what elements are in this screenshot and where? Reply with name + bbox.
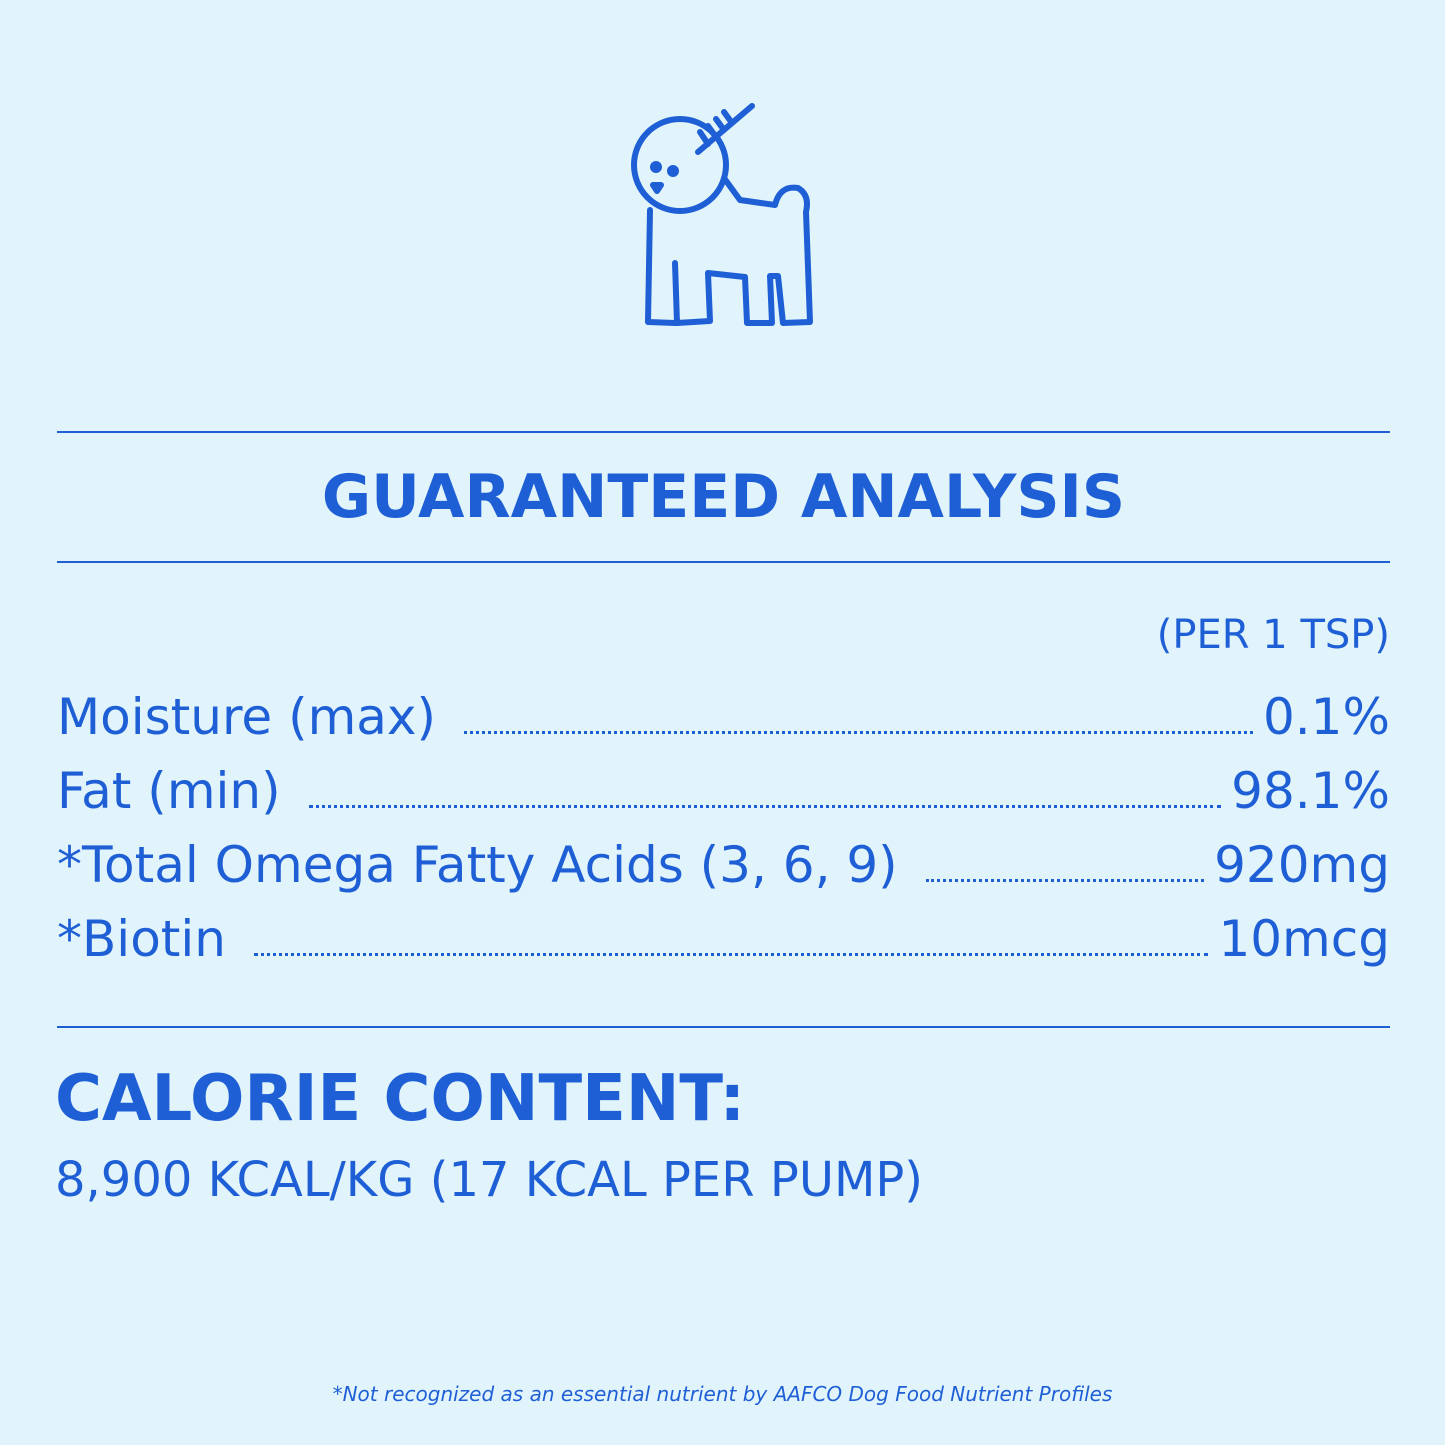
row-value: 920mg <box>1214 836 1390 894</box>
analysis-row: *Biotin 10mcg <box>57 910 1390 980</box>
dot-leader <box>925 878 1205 882</box>
poodle-with-comb-icon <box>631 103 813 326</box>
footnote: *Not recognized as an essential nutrient… <box>332 1382 1113 1406</box>
divider-bottom <box>57 1026 1390 1028</box>
row-value: 10mcg <box>1218 910 1390 968</box>
divider-top <box>57 431 1390 433</box>
serving-size-label: (PER 1 TSP) <box>1156 612 1390 658</box>
divider-under-title <box>57 561 1390 563</box>
analysis-row: Moisture (max) 0.1% <box>57 688 1390 758</box>
row-label: *Total Omega Fatty Acids (3, 6, 9) <box>57 836 898 894</box>
row-label: Fat (min) <box>57 762 281 820</box>
analysis-row: Fat (min) 98.1% <box>57 762 1390 832</box>
calorie-heading: CALORIE CONTENT: <box>55 1062 746 1136</box>
row-value: 98.1% <box>1231 762 1390 820</box>
dot-leader <box>464 730 1253 734</box>
page-title: GUARANTEED ANALYSIS <box>321 462 1126 532</box>
row-label: *Biotin <box>57 910 226 968</box>
row-value: 0.1% <box>1262 688 1390 746</box>
calorie-value: 8,900 KCAL/KG (17 KCAL PER PUMP) <box>55 1152 924 1208</box>
row-label: Moisture (max) <box>57 688 437 746</box>
dot-leader <box>253 952 1209 956</box>
analysis-row: *Total Omega Fatty Acids (3, 6, 9) 920mg <box>57 836 1390 906</box>
dot-leader <box>308 804 1222 808</box>
